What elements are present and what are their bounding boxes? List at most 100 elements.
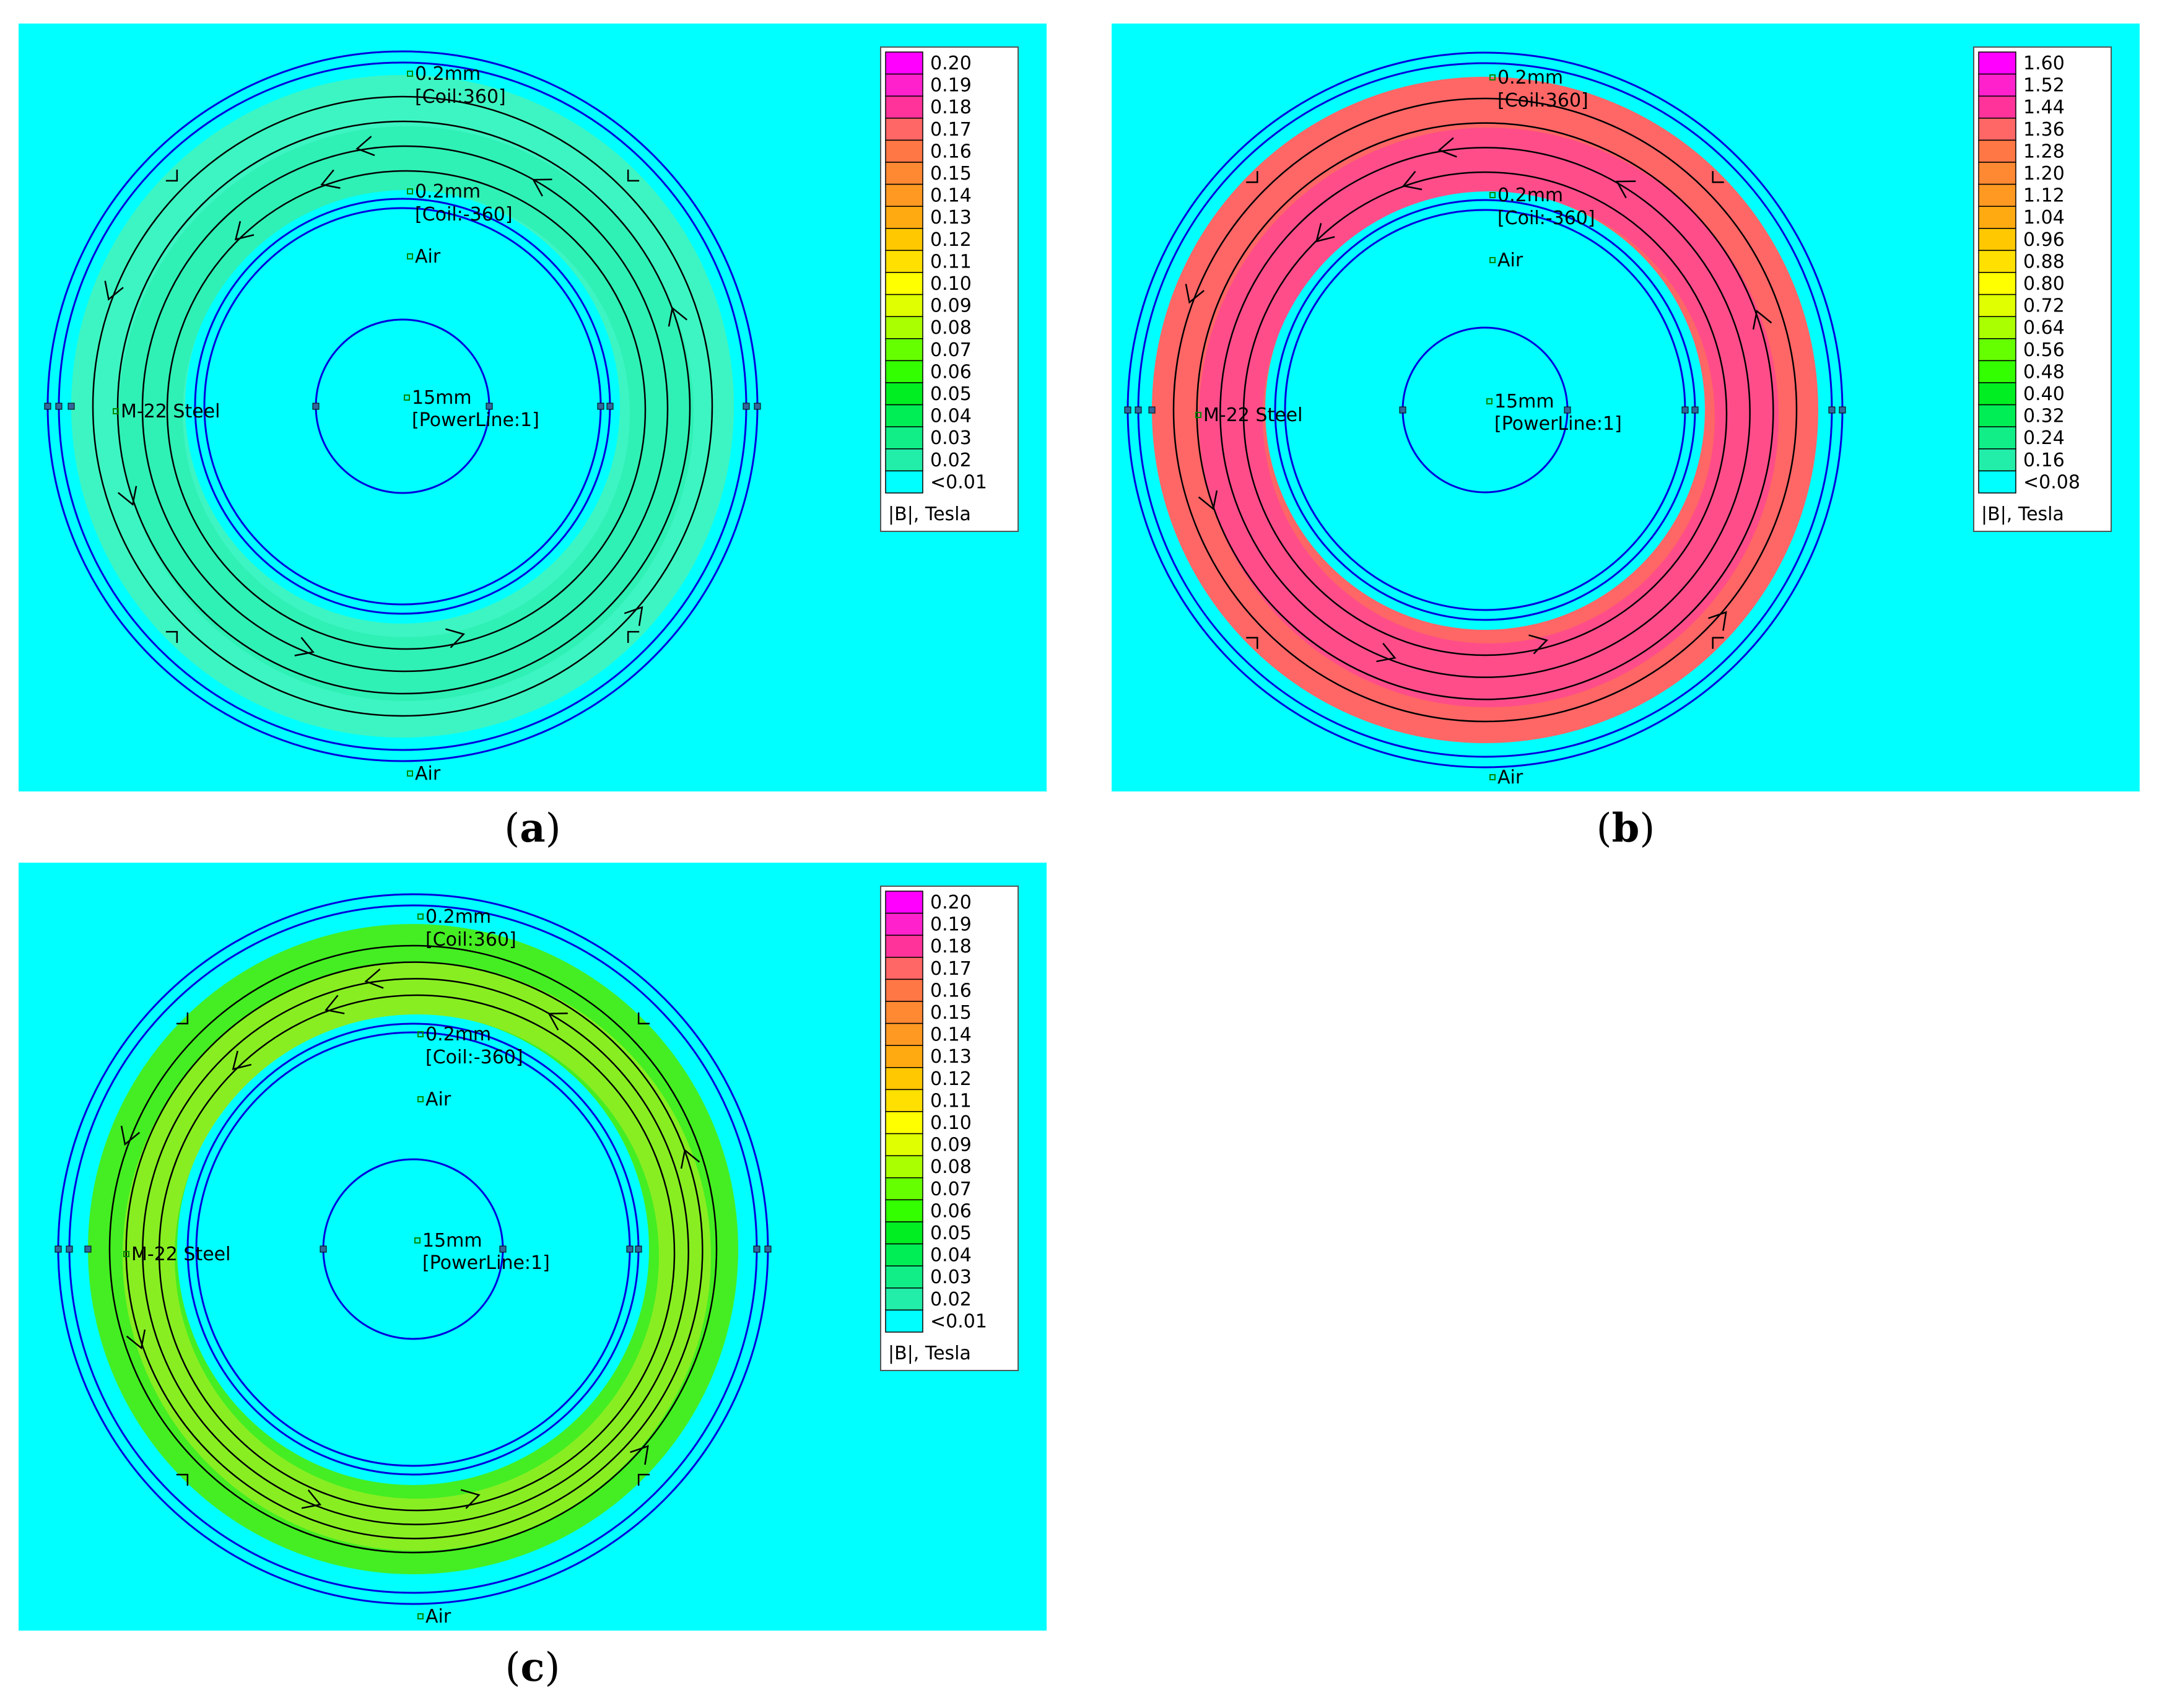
flux-line <box>92 95 713 717</box>
block-label-conductor: 15mm <box>412 387 472 409</box>
legend-title: |B|, Tesla <box>1981 503 2064 525</box>
flux-arrow <box>532 178 552 197</box>
block-label-conductor: 15mm <box>1494 391 1554 412</box>
flux-line <box>142 978 689 1525</box>
legend-swatch <box>885 1111 923 1135</box>
block-marker <box>417 1613 424 1619</box>
panel-b: 0.2mm [Coil:360] 0.2mm [Coil:-360] Air M-22 S… <box>1112 24 2140 791</box>
flux-line <box>166 170 647 650</box>
legend-label: 0.13 <box>930 207 972 229</box>
legend-swatch <box>885 1177 923 1201</box>
flux-arrow <box>1437 137 1457 158</box>
legend-swatch <box>885 338 923 362</box>
flux-arrow <box>165 630 178 643</box>
flux-arrow <box>104 281 124 301</box>
legend-swatch <box>885 935 923 958</box>
mesh-node <box>320 1245 327 1253</box>
legend-label: 0.13 <box>930 1046 972 1068</box>
legend-swatch <box>885 912 923 936</box>
legend-swatch <box>885 957 923 980</box>
flux-arrow <box>680 1148 700 1169</box>
legend-swatch <box>885 250 923 273</box>
flux-arrow <box>126 1329 146 1350</box>
legend-swatch <box>1978 73 2016 97</box>
block-marker <box>407 71 413 77</box>
block-label-air-inner: Air <box>415 246 441 268</box>
flux-arrow <box>1246 637 1258 649</box>
mesh-node <box>597 403 604 410</box>
legend-swatch <box>885 1001 923 1024</box>
block-label-coil-plus: [Coil:360] <box>1497 90 1588 111</box>
flux-line <box>1196 122 1774 700</box>
block-label-outer-gap: 0.2mm <box>415 63 481 85</box>
mesh-node <box>754 403 761 410</box>
flux-arrow <box>1712 637 1724 649</box>
block-label-steel: M-22 Steel <box>121 401 220 422</box>
legend-swatch <box>885 1265 923 1289</box>
block-label-inner-gap: 0.2mm <box>1497 185 1563 206</box>
mesh-node <box>1135 406 1142 414</box>
legend-swatch <box>885 1045 923 1068</box>
block-label-steel: M-22 Steel <box>1203 404 1302 426</box>
flux-arrow <box>627 169 640 182</box>
legend-swatch <box>1978 316 2016 339</box>
legend-label: 0.06 <box>930 1200 972 1222</box>
legend-swatch <box>1978 404 2016 427</box>
mesh-node <box>1124 406 1131 414</box>
legend-swatch <box>885 470 923 494</box>
flux-arrow <box>364 968 384 989</box>
legend-swatch <box>1978 448 2016 472</box>
legend-swatch <box>1978 338 2016 362</box>
flux-arrow <box>630 1445 649 1465</box>
block-marker <box>407 253 413 259</box>
block-marker <box>113 408 119 414</box>
flux-line <box>1242 171 1728 656</box>
mesh-node <box>635 1245 642 1253</box>
legend-swatch <box>885 1221 923 1245</box>
flux-arrow <box>1528 634 1548 655</box>
flux-arrow <box>1315 223 1335 243</box>
legend-swatch <box>1978 162 2016 185</box>
flux-line <box>116 120 691 695</box>
block-label-air-inner: Air <box>1497 250 1523 271</box>
block-marker <box>1489 192 1496 198</box>
legend-label: 0.10 <box>930 273 972 295</box>
legend-label: 0.06 <box>930 361 972 383</box>
panel-a: 0.2mm [Coil:360] 0.2mm [Coil:-360] Air M-22 S… <box>19 24 1047 791</box>
legend-label: <0.01 <box>930 471 987 493</box>
legend-swatch <box>1978 272 2016 295</box>
legend-label: 0.24 <box>2023 427 2065 449</box>
mesh-node <box>499 1245 507 1253</box>
legend-label: 1.60 <box>2023 53 2065 74</box>
legend-label: 0.96 <box>2023 229 2065 251</box>
flux-line <box>1219 147 1751 678</box>
flux-arrow <box>176 1473 189 1486</box>
block-marker <box>1489 257 1496 263</box>
mesh-node <box>1828 406 1836 414</box>
legend-swatch <box>885 1155 923 1179</box>
mesh-node <box>44 403 51 410</box>
flux-arrow <box>1752 309 1772 330</box>
legend-label: 0.17 <box>930 958 972 980</box>
block-marker <box>1486 398 1492 404</box>
legend-label: 0.07 <box>930 339 972 361</box>
block-marker <box>417 913 424 920</box>
block-label-outer-gap: 0.2mm <box>425 906 491 928</box>
mesh-node <box>753 1245 760 1253</box>
mesh-node <box>66 1245 73 1253</box>
legend-swatch <box>885 978 923 1002</box>
block-label-coil-plus: [Coil:360] <box>415 86 506 108</box>
legend-swatch <box>1978 250 2016 273</box>
block-label-conductor: 15mm <box>422 1230 482 1252</box>
legend-label: 0.56 <box>2023 339 2065 361</box>
legend-swatch <box>885 448 923 472</box>
block-label-inner-gap: 0.2mm <box>415 181 481 203</box>
legend-swatch <box>1978 51 2016 75</box>
legend-label: 0.20 <box>930 53 972 74</box>
legend-swatch <box>885 1199 923 1222</box>
legend-label: 0.19 <box>930 75 972 97</box>
legend-swatch <box>885 1288 923 1311</box>
legend-swatch <box>885 1089 923 1112</box>
block-marker <box>417 1096 424 1102</box>
